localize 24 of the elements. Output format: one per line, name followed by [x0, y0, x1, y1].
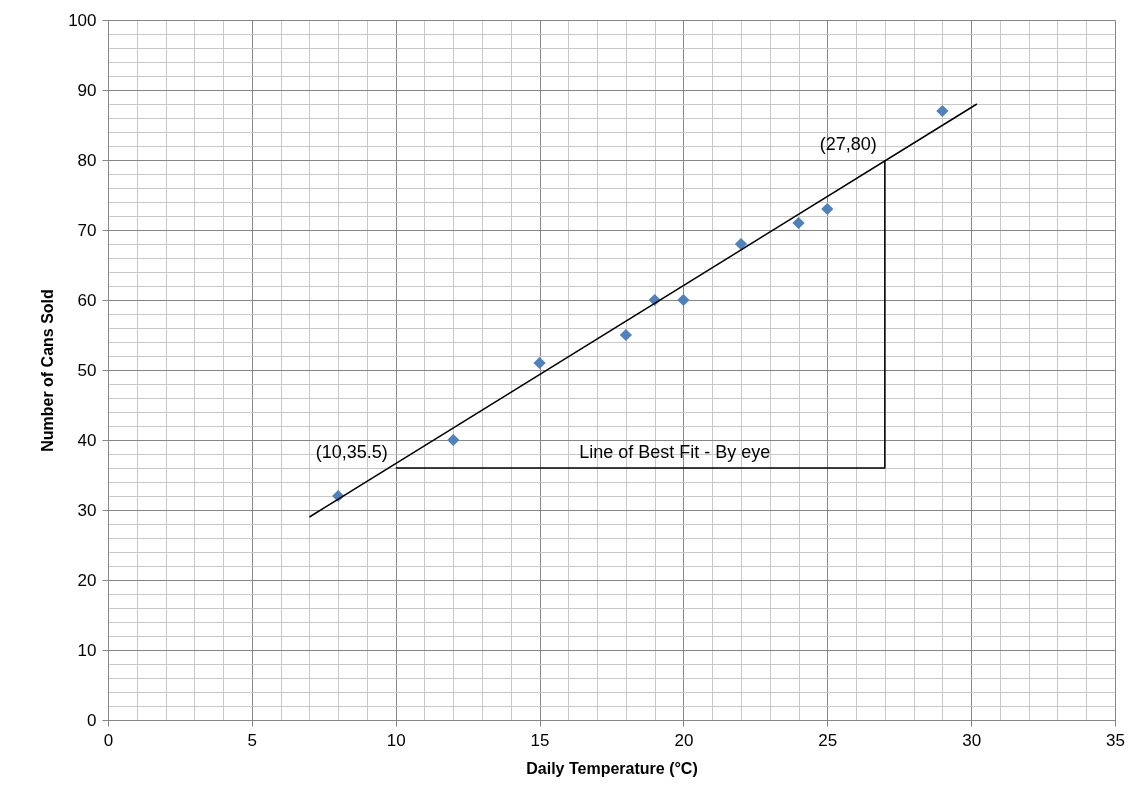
x-tick-label: 35: [1106, 730, 1125, 750]
x-axis-title: Daily Temperature (°C): [526, 759, 698, 777]
x-tick-label: 15: [530, 730, 550, 750]
y-tick-label: 100: [68, 10, 97, 30]
y-tick-label: 10: [77, 640, 97, 660]
y-tick-label: 60: [77, 290, 97, 310]
annotation: (10,35.5): [315, 442, 388, 462]
annotation: Line of Best Fit - By eye: [579, 442, 771, 462]
y-tick-label: 80: [77, 150, 97, 170]
x-tick-label: 0: [103, 730, 114, 750]
y-tick-label: 0: [87, 710, 97, 730]
y-tick-label: 90: [77, 80, 97, 100]
y-tick-label: 30: [77, 500, 97, 520]
x-tick-label: 30: [962, 730, 982, 750]
y-tick-label: 70: [77, 220, 97, 240]
x-tick-label: 5: [247, 730, 258, 750]
x-tick-label: 25: [818, 730, 838, 750]
y-tick-label: 50: [77, 360, 97, 380]
y-axis-title: Number of Cans Sold: [39, 289, 57, 452]
y-tick-label: 20: [77, 570, 97, 590]
y-tick-label: 40: [77, 430, 97, 450]
x-tick-label: 20: [674, 730, 694, 750]
annotation: (27,80): [819, 134, 877, 154]
x-tick-label: 10: [386, 730, 406, 750]
